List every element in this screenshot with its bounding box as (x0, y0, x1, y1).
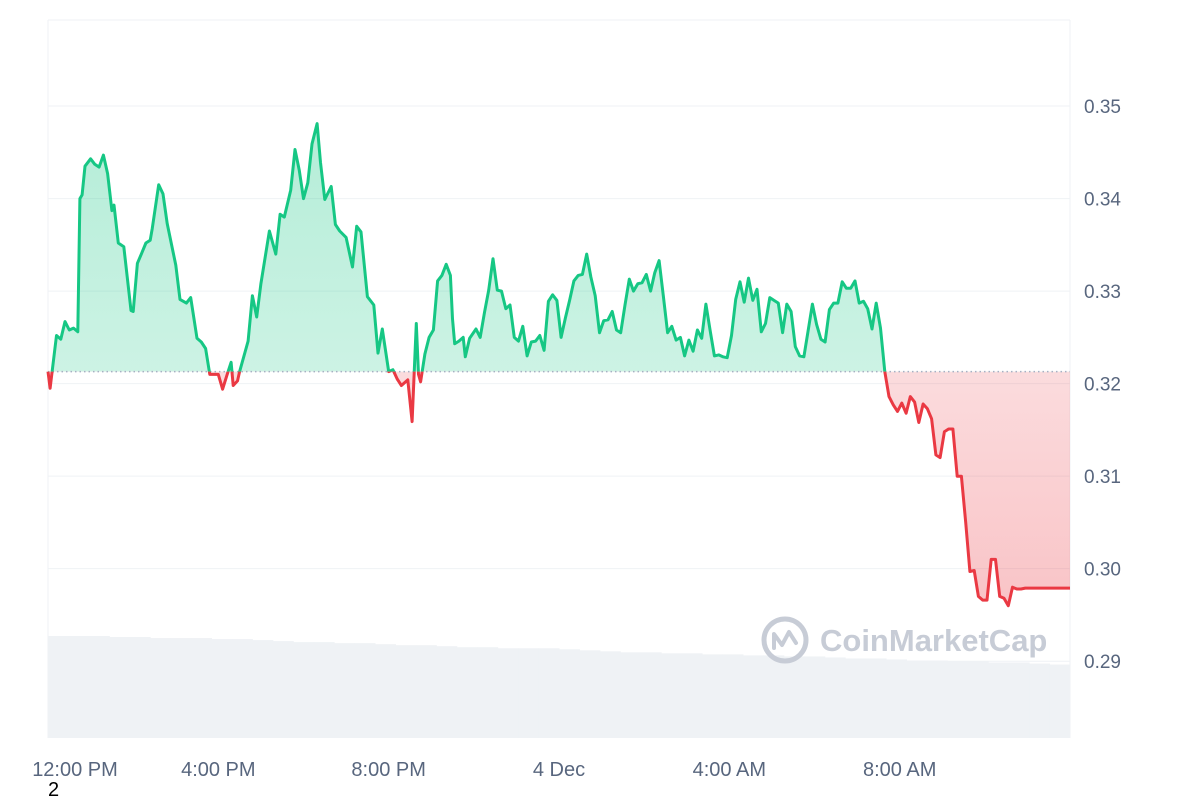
y-tick-label: 0.35 (1084, 97, 1121, 118)
volume-bar (48, 636, 69, 738)
volume-bar (334, 643, 356, 738)
area-fill-below-baseline (48, 371, 1070, 606)
y-tick-label: 0.29 (1084, 652, 1121, 673)
x-tick-label: 4 Dec (533, 759, 585, 781)
x-tick-label: 8:00 PM (351, 759, 425, 781)
volume-bar (395, 645, 417, 738)
volume-bar (109, 637, 131, 738)
volume-bar (211, 639, 233, 738)
volume-bar (845, 658, 867, 738)
volume-bar (497, 648, 519, 738)
volume-bar (191, 638, 213, 738)
volume-bar (436, 646, 458, 738)
watermark-text: CoinMarketCap (820, 623, 1047, 658)
volume-bar (783, 656, 805, 738)
volume-bar (865, 658, 887, 738)
volume-bar (354, 643, 376, 738)
volume-bar (824, 657, 846, 738)
volume-bar (88, 636, 110, 738)
volume-bar (681, 653, 703, 738)
volume-bar (170, 638, 192, 738)
volume-bar (906, 660, 928, 738)
volume-bar (886, 659, 907, 738)
x-tick-label: 8:00 AM (863, 759, 936, 781)
volume-bar (1008, 662, 1030, 738)
volume-bar (129, 637, 151, 738)
volume-bar (518, 648, 540, 738)
y-tick-label: 0.34 (1084, 190, 1121, 211)
volume-bar (763, 655, 785, 738)
volume-bar (742, 655, 764, 738)
volume-bar (702, 654, 724, 738)
price-line-down[interactable] (46, 124, 1070, 608)
coinmarketcap-logo-mark (772, 630, 798, 650)
volume-bar (477, 647, 499, 738)
volume-bar (68, 636, 90, 738)
page-marker: 2 (48, 779, 60, 801)
price-line-up[interactable] (48, 122, 1070, 606)
volume-bar (150, 638, 172, 738)
x-tick-label: 4:00 AM (693, 759, 766, 781)
volume-bar (722, 654, 744, 738)
volume-bar (456, 647, 478, 738)
volume-bar (599, 651, 621, 738)
volume-bar (375, 644, 396, 738)
coinmarketcap-logo-icon (761, 616, 809, 664)
volume-bar (926, 660, 948, 738)
volume-bar (293, 642, 315, 738)
volume-bar (1049, 664, 1071, 738)
y-tick-label: 0.32 (1084, 375, 1121, 396)
volume-bar (579, 650, 601, 738)
x-tick-label: 4:00 PM (181, 759, 255, 781)
x-tick-label: 12:00 PM (32, 759, 118, 781)
volume-bar (620, 652, 642, 738)
volume-bar (415, 645, 437, 738)
area-fill-above-baseline (52, 123, 885, 372)
volume-bar (272, 641, 294, 738)
y-tick-label: 0.33 (1084, 282, 1121, 303)
volume-bar (1029, 663, 1051, 738)
volume-bar (313, 642, 335, 738)
volume-bar (231, 639, 253, 738)
volume-bar (252, 640, 274, 738)
volume-bar (804, 656, 826, 738)
volume-bar (967, 661, 989, 738)
y-tick-label: 0.30 (1084, 560, 1121, 581)
volume-bar (988, 662, 1010, 738)
volume-bar (947, 661, 969, 738)
volume-bar (538, 648, 560, 738)
volume-bar (640, 652, 662, 738)
volume-bar (559, 649, 580, 738)
volume-bar (661, 653, 683, 738)
y-tick-label: 0.31 (1084, 467, 1121, 488)
